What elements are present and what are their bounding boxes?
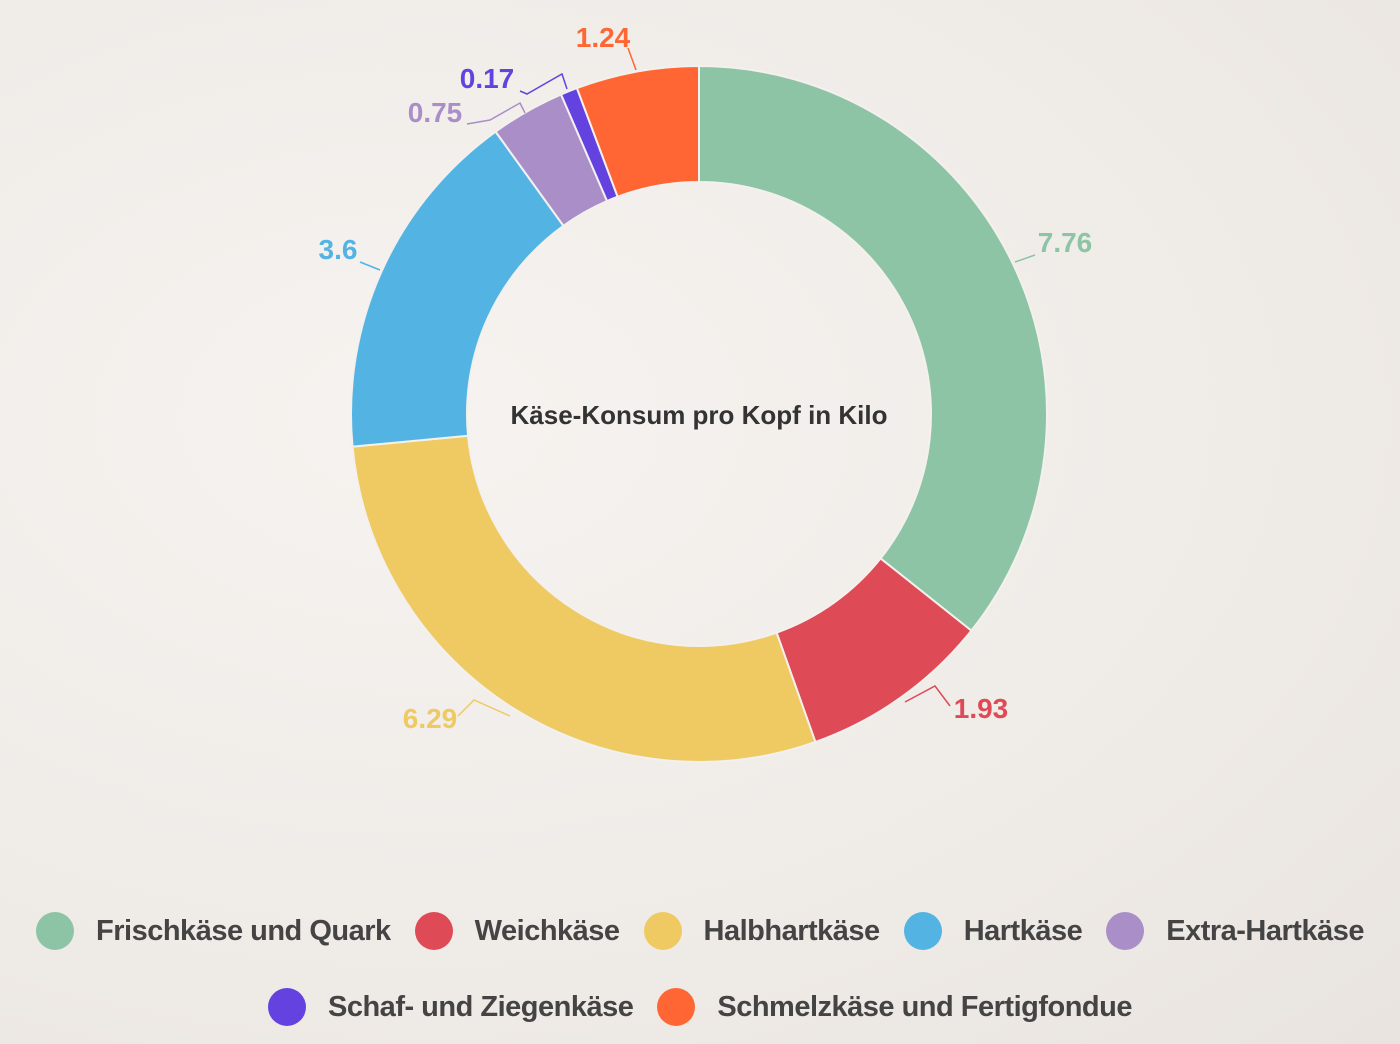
data-label: 7.76 xyxy=(1038,227,1093,258)
label-leader-line xyxy=(1014,254,1036,263)
legend-dot-icon xyxy=(643,912,682,950)
label-leader-line xyxy=(627,47,637,71)
legend-item[interactable]: Halbhartkäse xyxy=(643,912,881,950)
legend-dot-icon xyxy=(414,912,453,950)
legend-dot-icon xyxy=(903,912,942,950)
label-leader-line xyxy=(466,101,526,125)
legend-item[interactable]: Weichkäse xyxy=(414,912,620,950)
legend-label: Hartkäse xyxy=(963,914,1083,947)
label-leader-line xyxy=(457,699,511,717)
legend-dot-icon xyxy=(1106,912,1145,950)
slice-6[interactable] xyxy=(575,64,700,199)
legend-label: Schaf- und Ziegenkäse xyxy=(328,990,634,1023)
data-label: 0.17 xyxy=(460,63,515,94)
data-label: 3.6 xyxy=(319,234,358,265)
legend-dot-icon xyxy=(36,912,75,950)
legend-label: Weichkäse xyxy=(474,914,620,947)
data-label: 1.93 xyxy=(954,693,1009,724)
legend-row: Frischkäse und Quark Weichkäse Halbhartkäs… xyxy=(0,912,1400,950)
legend-label: Halbhartkäse xyxy=(703,914,881,947)
legend-label: Extra-Hartkäse xyxy=(1166,914,1364,947)
label-leader-line xyxy=(359,261,381,271)
legend-dot-icon xyxy=(657,988,696,1026)
label-leader-line xyxy=(904,685,951,707)
legend-item[interactable]: Frischkäse und Quark xyxy=(36,912,391,950)
legend-dot-icon xyxy=(268,988,306,1026)
legend-item[interactable]: Schmelzkäse und Fertigfondue xyxy=(657,988,1132,1026)
data-label: 6.29 xyxy=(403,703,458,734)
label-leader-line xyxy=(519,72,568,95)
legend-label: Schmelzkäse und Fertigfondue xyxy=(717,990,1132,1023)
legend-row: Schaf- und Ziegenkäse Schmelzkäse und Fer… xyxy=(0,988,1400,1026)
legend-item[interactable]: Extra-Hartkäse xyxy=(1106,912,1364,950)
slice-2[interactable] xyxy=(351,434,817,763)
legend-label: Frischkäse und Quark xyxy=(96,914,391,947)
legend-item[interactable]: Schaf- und Ziegenkäse xyxy=(268,988,634,1026)
chart-title: Käse-Konsum pro Kopf in Kilo xyxy=(511,400,888,430)
data-label: 1.24 xyxy=(576,22,631,53)
slice-0[interactable] xyxy=(698,64,1048,633)
legend-item[interactable]: Hartkäse xyxy=(903,912,1083,950)
data-label: 0.75 xyxy=(408,97,463,128)
